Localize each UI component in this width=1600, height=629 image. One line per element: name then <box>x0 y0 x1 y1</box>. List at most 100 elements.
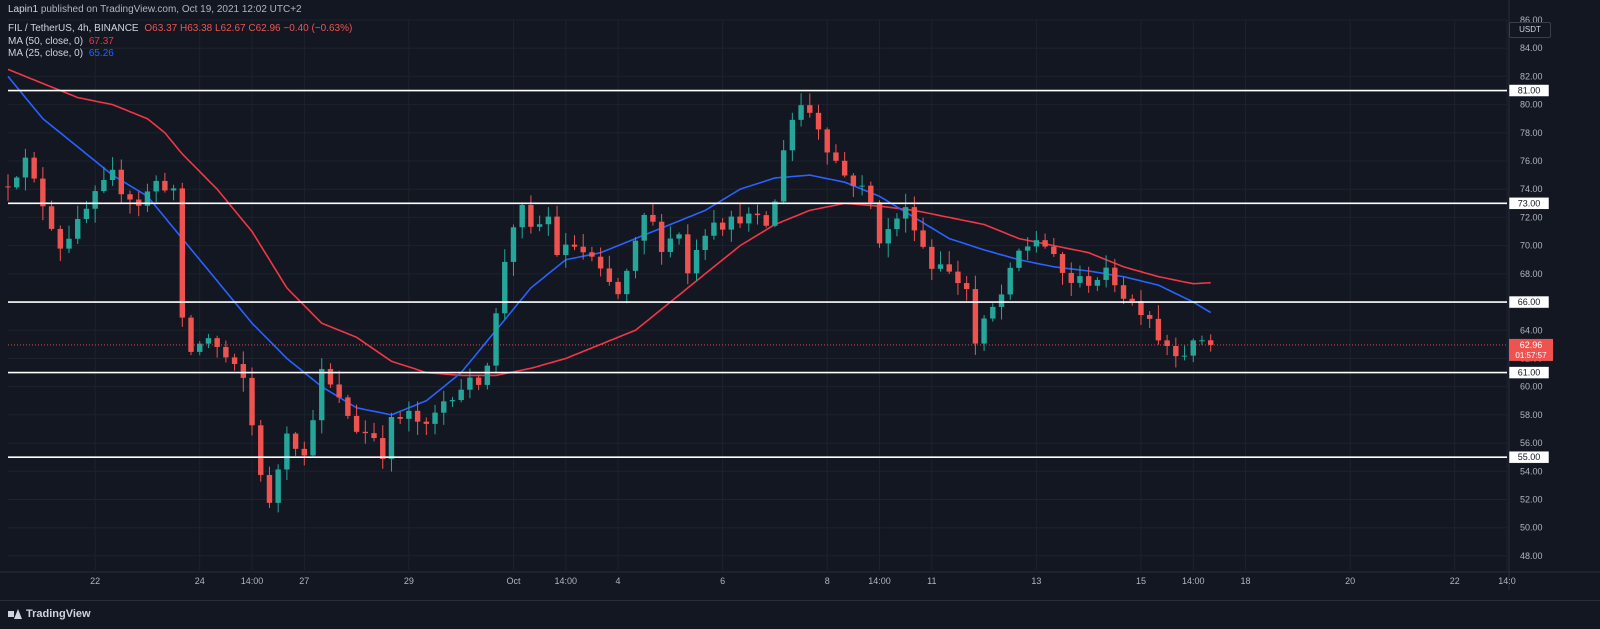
candle-body <box>963 283 970 290</box>
candle-body <box>676 234 682 239</box>
price-chart[interactable]: 48.0050.0052.0054.0056.0058.0060.0062.00… <box>0 0 1600 600</box>
candle-body <box>920 230 926 247</box>
candle-body <box>197 343 203 352</box>
candle-body <box>1059 254 1066 273</box>
candle-body <box>850 175 857 187</box>
level-price-label: 81.00 <box>1518 86 1541 96</box>
symbol-title[interactable]: FIL / TetherUS, 4h, BINANCE <box>8 23 139 34</box>
candle-body <box>118 169 124 195</box>
author-name[interactable]: Lapin1 <box>8 4 39 15</box>
candle-body <box>763 215 769 226</box>
candle-body <box>301 448 308 456</box>
candle-body <box>1155 318 1162 341</box>
candle-body <box>292 433 299 449</box>
candle-body <box>728 216 735 230</box>
candle-body <box>493 313 499 366</box>
level-price-box <box>1508 197 1550 210</box>
candle-body <box>929 246 935 269</box>
candles <box>5 93 1214 513</box>
candle-body <box>388 417 395 459</box>
time-axis[interactable]: 22 24 14:00 27 29 Oct 14:00 4 6 8 14:00 11 13 15 14:00… <box>0 571 1600 586</box>
candle-body <box>719 222 726 230</box>
candle-body <box>841 160 848 176</box>
level-price-label: 66.00 <box>1518 297 1541 307</box>
candle-body <box>502 261 508 314</box>
candle-body <box>824 129 830 153</box>
candle-body <box>807 105 813 113</box>
time-tick-label: 14:00 <box>241 576 264 586</box>
candle-body <box>650 214 656 222</box>
brand-name: TradingView <box>26 608 91 620</box>
footer-bar: TradingView <box>0 600 1600 629</box>
level-price-box <box>1508 84 1550 97</box>
candle-body <box>179 188 186 318</box>
candle-body <box>998 294 1005 307</box>
candle-body <box>371 433 377 439</box>
price-tick-label: 80.00 <box>1520 100 1543 110</box>
candle-body <box>754 213 761 216</box>
grid <box>8 19 1508 570</box>
candle-body <box>458 389 464 401</box>
candle-body <box>597 256 604 269</box>
candle-body <box>632 240 639 271</box>
candle-body <box>1129 298 1135 302</box>
candle-body <box>475 377 482 385</box>
candle-body <box>92 191 98 209</box>
time-tick-label: 11 <box>927 576 936 586</box>
candle-body <box>711 222 717 236</box>
candle-body <box>702 235 708 250</box>
price-tick-label: 60.00 <box>1520 382 1543 392</box>
candle-body <box>101 180 107 192</box>
candle-body <box>40 178 46 207</box>
moving-averages <box>7 68 1212 416</box>
price-tick-label: 84.00 <box>1520 43 1543 53</box>
candle-body <box>1207 340 1214 345</box>
candle-body <box>310 420 316 456</box>
price-tick-label: 68.00 <box>1520 269 1543 279</box>
candle-body <box>746 213 752 224</box>
candle-body <box>1033 240 1040 247</box>
candle-body <box>127 194 133 200</box>
candle-body <box>353 415 360 432</box>
ma50-label[interactable]: MA (50, close, 0) <box>8 36 84 47</box>
candle-body <box>484 365 491 385</box>
candle-body <box>1051 246 1057 255</box>
candle-body <box>955 271 961 284</box>
candle-body <box>606 268 613 282</box>
publish-header: Lapin1 published on TradingView.com, Oct… <box>8 4 302 15</box>
candle-body <box>467 377 473 390</box>
candle-body <box>563 244 569 256</box>
candle-body <box>258 425 264 475</box>
candle-body <box>162 180 168 191</box>
level-price-box <box>1508 295 1550 309</box>
time-tick-label: 4 <box>616 576 621 586</box>
candle-body <box>188 317 194 352</box>
time-tick-label: Oct <box>506 576 521 586</box>
ma50-line <box>7 68 1211 377</box>
time-tick-label: 27 <box>299 576 309 586</box>
currency-badge[interactable]: USDT <box>1509 22 1551 38</box>
candle-body <box>432 412 438 424</box>
candle-countdown: 01:57:57 <box>1515 351 1547 360</box>
level-price-box <box>1508 366 1550 379</box>
price-tick-label: 78.00 <box>1520 128 1543 138</box>
candle-body <box>31 157 37 179</box>
candle-body <box>685 234 691 274</box>
candle-body <box>319 368 325 421</box>
candle-body <box>798 105 804 120</box>
candle-body <box>327 368 334 385</box>
price-tick-label: 82.00 <box>1520 71 1543 81</box>
candle-body <box>667 238 674 252</box>
candle-body <box>894 218 900 230</box>
candle-body <box>240 364 247 378</box>
tradingview-logo[interactable]: TradingView <box>8 608 91 620</box>
ma25-label[interactable]: MA (25, close, 0) <box>8 48 84 59</box>
candle-body <box>153 180 159 192</box>
price-axis[interactable]: 48.0050.0052.0054.0056.0058.0060.0062.00… <box>1508 0 1553 590</box>
candle-body <box>414 410 421 422</box>
candle-body <box>981 318 987 344</box>
level-price-label: 55.00 <box>1518 452 1541 462</box>
candle-body <box>1094 279 1101 286</box>
candle-body <box>266 474 273 503</box>
candle-body <box>972 289 979 344</box>
